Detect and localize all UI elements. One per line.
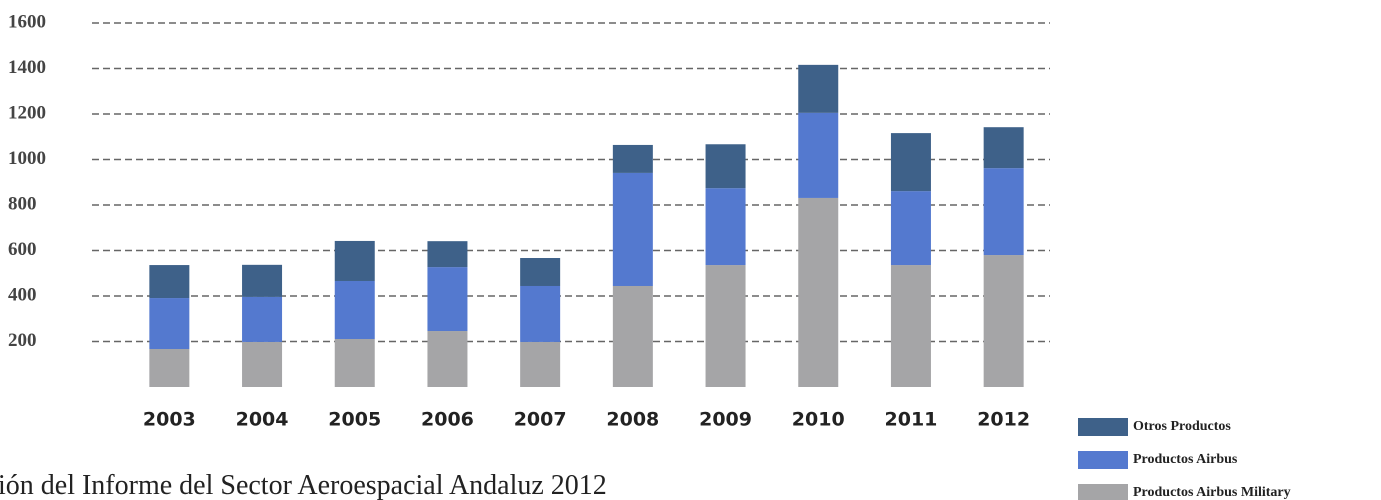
bar-segment <box>242 264 283 297</box>
bar-segment <box>334 240 375 281</box>
bar-segment <box>149 298 190 350</box>
legend-swatch <box>1078 418 1128 436</box>
x-tick-label: 2004 <box>236 409 289 431</box>
x-tick-label: 2008 <box>606 409 659 431</box>
y-tick-label: 600 <box>8 239 37 260</box>
legend-label: Productos Airbus Military <box>1133 485 1291 500</box>
bar-segment <box>983 255 1024 387</box>
bar-segment <box>890 191 931 266</box>
caption: ión del Informe del Sector Aeroespacial … <box>0 470 607 500</box>
bar-segment <box>890 265 931 387</box>
bar-segment <box>520 341 561 387</box>
bar-segment <box>427 331 468 387</box>
bar-segment <box>427 267 468 332</box>
bar-segment <box>242 341 283 387</box>
bar-segment <box>798 112 839 198</box>
x-tick-label: 2003 <box>143 409 196 431</box>
x-tick-label: 2009 <box>699 409 752 431</box>
y-tick-label: 800 <box>8 193 37 214</box>
legend-label: Productos Airbus <box>1133 452 1238 467</box>
bar-segment <box>983 127 1024 169</box>
bar-segment <box>798 197 839 387</box>
x-tick-label: 2006 <box>421 409 474 431</box>
x-tick-label: 2011 <box>885 409 938 431</box>
y-tick-label: 200 <box>8 330 37 351</box>
legend-swatch <box>1078 451 1128 469</box>
bar-segment <box>520 258 561 286</box>
bar-segment <box>334 280 375 339</box>
y-tick-label: 1600 <box>8 11 46 32</box>
x-tick-label: 2010 <box>792 409 845 431</box>
bar-segment <box>705 144 746 189</box>
bar-segment <box>798 64 839 113</box>
bar-segment <box>983 168 1024 256</box>
bar-segment <box>427 241 468 268</box>
x-tick-label: 2007 <box>514 409 567 431</box>
bar-segment <box>149 349 190 387</box>
bar-segment <box>890 133 931 192</box>
legend-label: Otros Productos <box>1133 419 1231 434</box>
x-tick-label: 2012 <box>977 409 1030 431</box>
bar-segment <box>242 296 283 342</box>
bar-segment <box>612 144 653 173</box>
bar-segment <box>612 285 653 387</box>
legend-swatch <box>1078 484 1128 500</box>
bar-segment <box>612 172 653 286</box>
bar-segment <box>334 338 375 387</box>
y-tick-label: 1000 <box>8 148 46 169</box>
y-tick-label: 400 <box>8 284 37 305</box>
bar-segment <box>705 265 746 387</box>
bar-segment <box>705 188 746 266</box>
y-tick-label: 1400 <box>8 57 46 78</box>
x-tick-label: 2005 <box>328 409 381 431</box>
bar-segment <box>520 285 561 342</box>
y-tick-label: 1200 <box>8 102 46 123</box>
bar-segment <box>149 265 190 299</box>
